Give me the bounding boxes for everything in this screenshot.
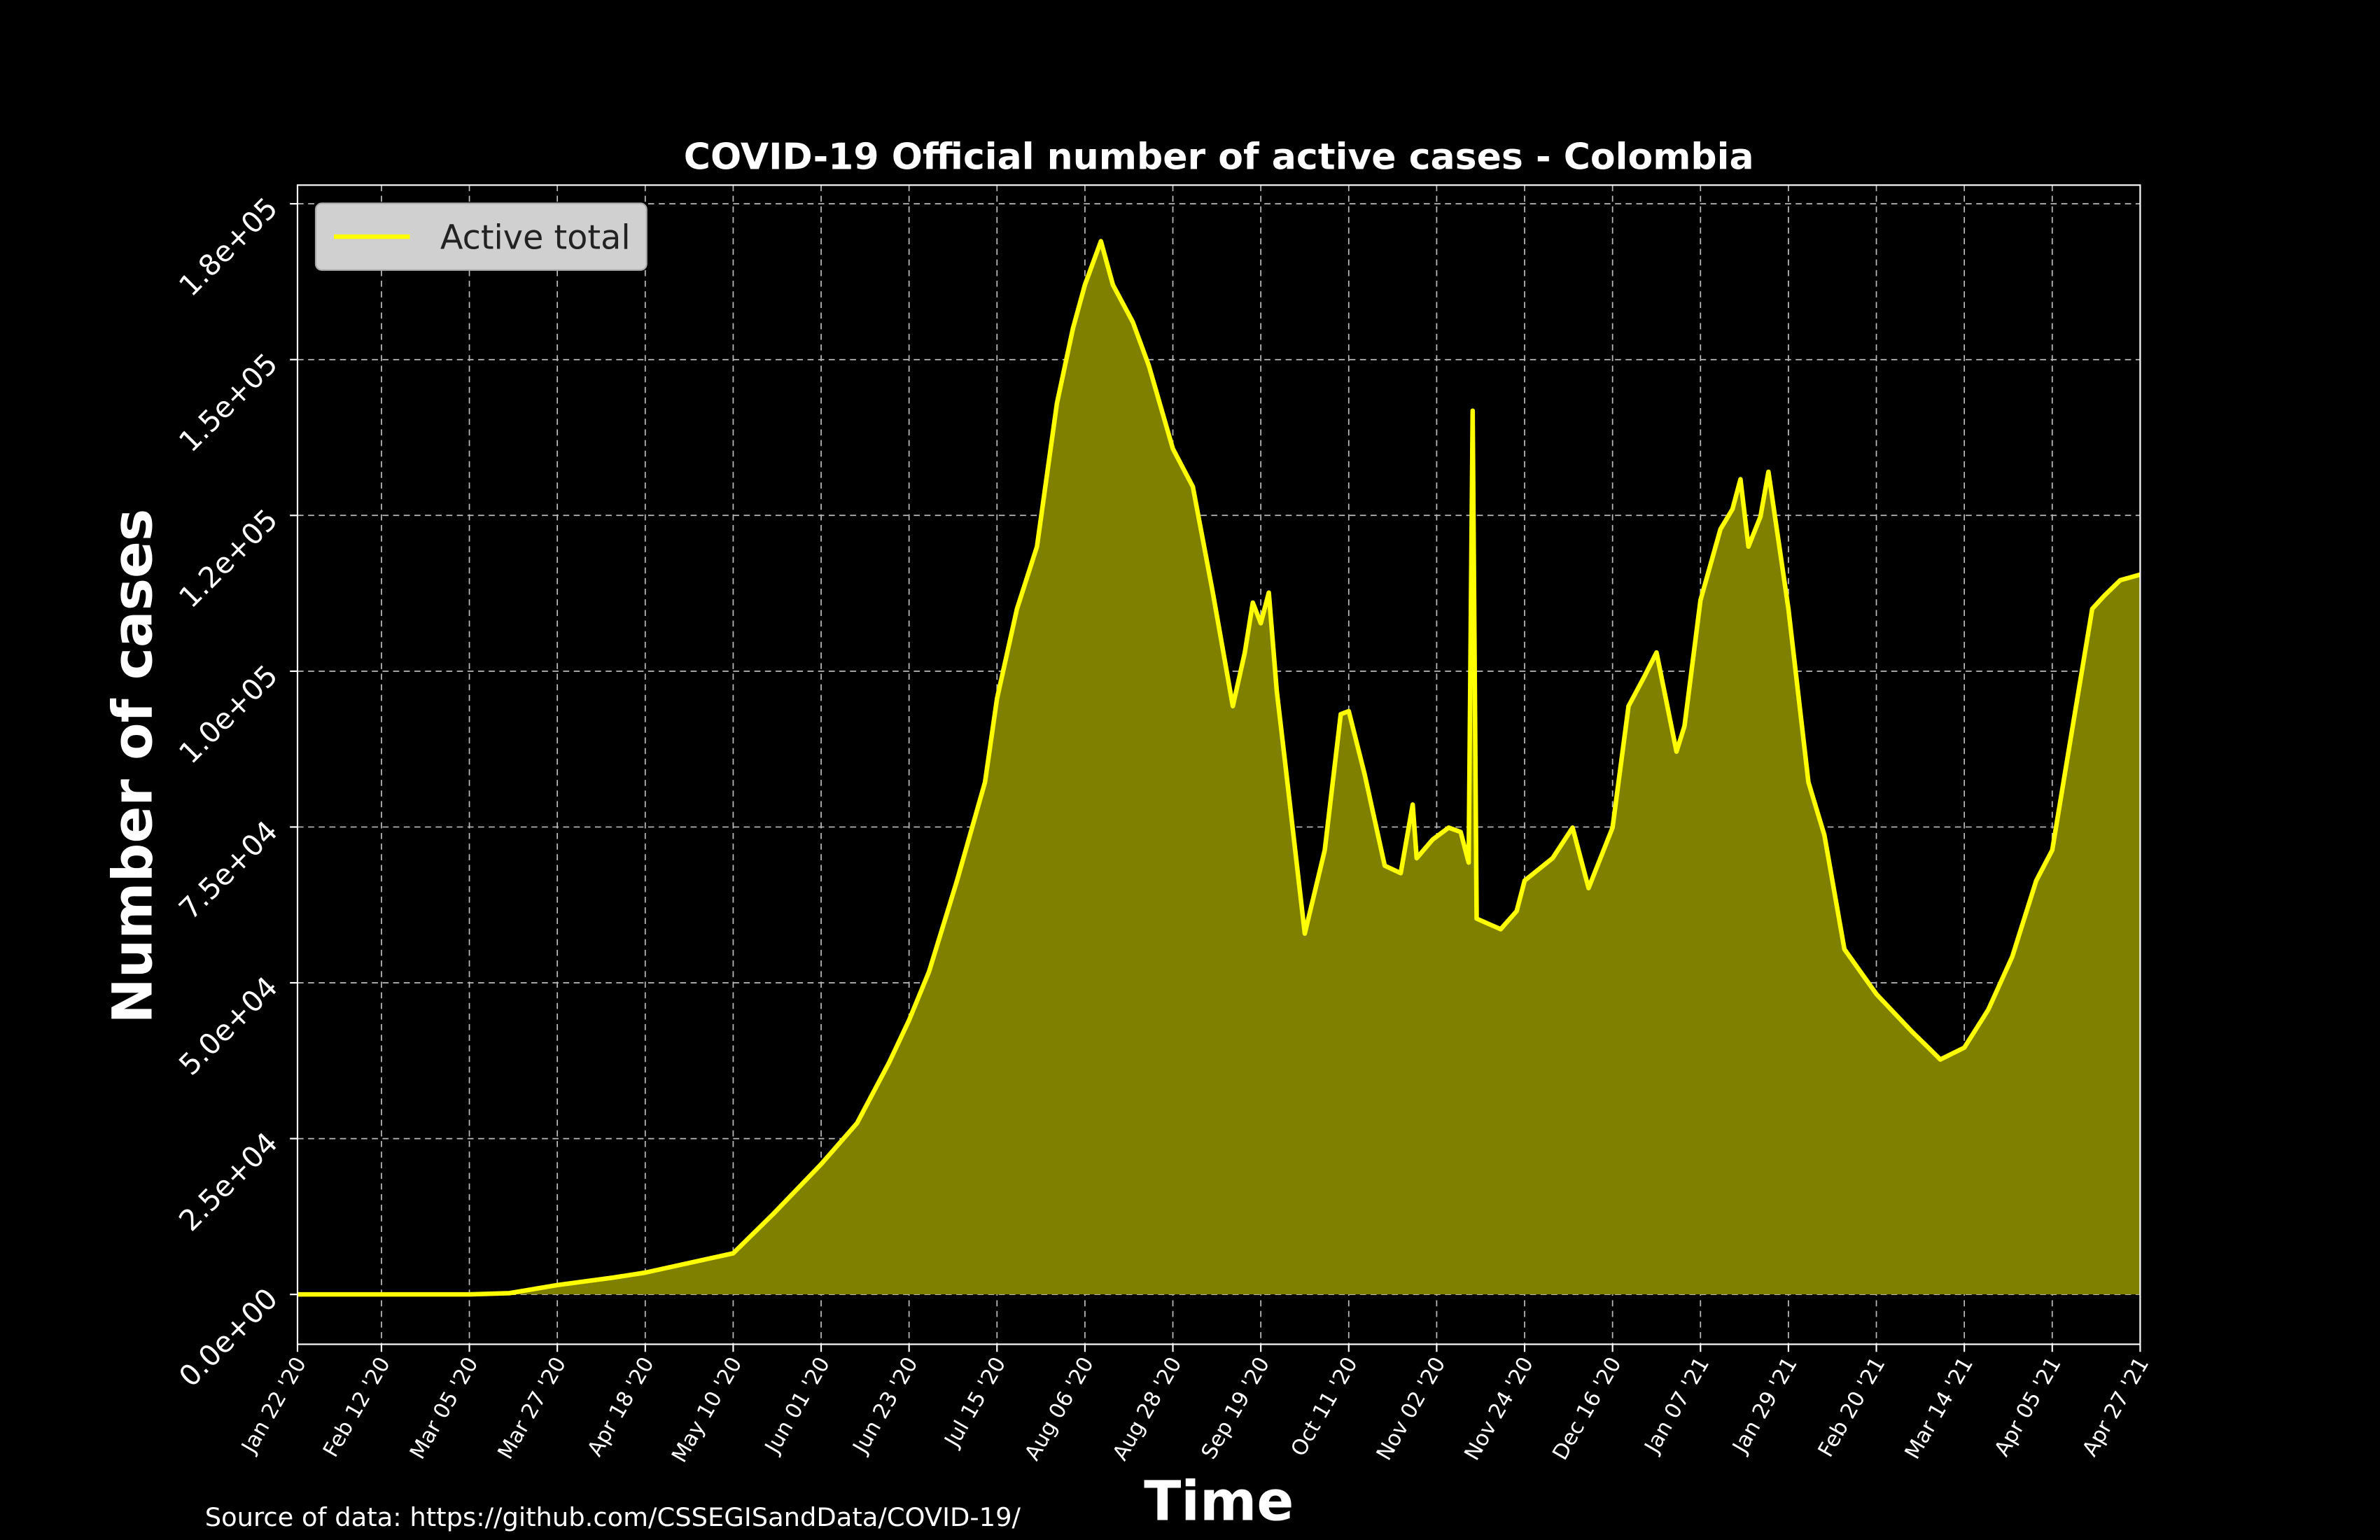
y-axis-label: Number of cases [102,509,165,1024]
plot-frame [296,184,2141,1345]
legend-box [314,202,648,271]
source-note: Source of data: https://github.com/CSSEG… [205,1502,1021,1532]
chart-title: COVID-19 Official number of active cases… [684,136,1754,178]
area [298,241,2141,1295]
legend-label: Active total [440,218,631,257]
line [298,239,2141,1297]
x-axis-label: Time [1144,1471,1294,1534]
